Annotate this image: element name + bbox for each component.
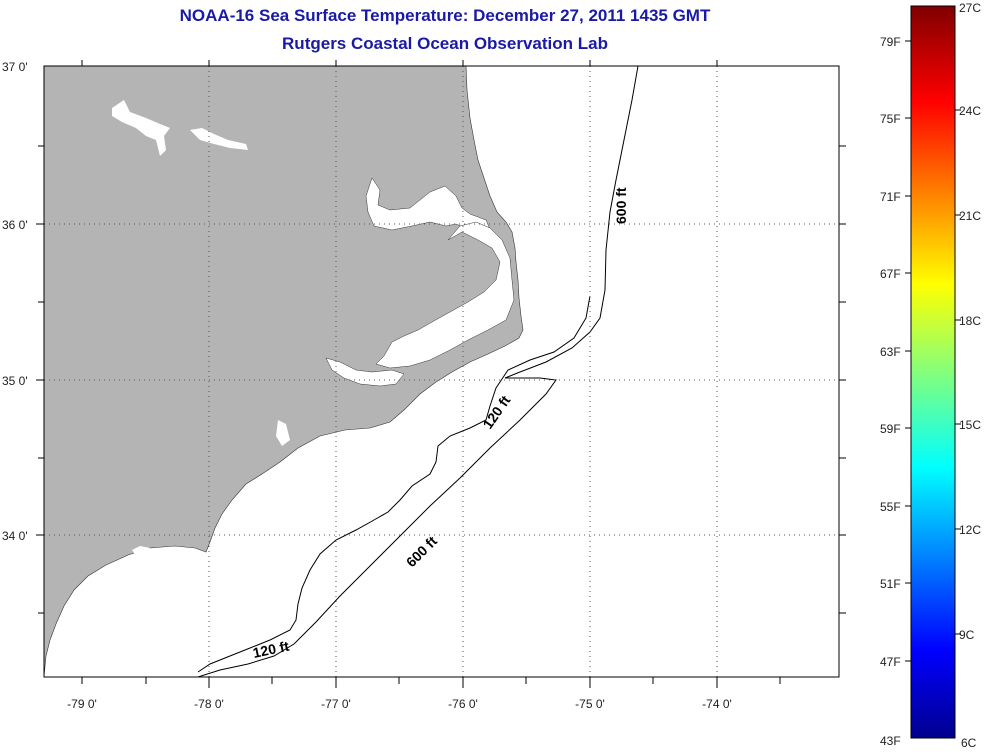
- colorbar-c-label: 27C: [959, 1, 981, 15]
- isobath-600ft: [197, 66, 639, 677]
- map-frame: [43, 65, 840, 678]
- colorbar-c-label: 12C: [959, 523, 981, 537]
- lon-label: -79 0': [67, 697, 97, 711]
- colorbar-c-label: 6C: [961, 736, 977, 750]
- colorbar-c-label: 18C: [959, 314, 981, 328]
- colorbar-f-label: 79F: [880, 35, 901, 49]
- lon-label: -77 0': [321, 697, 351, 711]
- pamlico-sound: [375, 221, 515, 369]
- colorbar-f-label: 43F: [880, 734, 901, 748]
- inland-lake-3: [276, 420, 290, 446]
- lon-label: -78 0': [194, 697, 224, 711]
- lon-label: -76 0': [448, 697, 478, 711]
- lake-waccamaw: [132, 546, 150, 556]
- lat-label: 34 0': [2, 529, 28, 543]
- colorbar-f-label: 59F: [880, 422, 901, 436]
- lat-label: 35 0': [2, 374, 28, 388]
- map-title: NOAA-16 Sea Surface Temperature: Decembe…: [179, 6, 711, 25]
- colorbar-f-label: 63F: [880, 345, 901, 359]
- neuse-river: [325, 357, 405, 387]
- lon-label: -74 0': [702, 697, 732, 711]
- colorbar-f-label: 67F: [880, 267, 901, 281]
- colorbar-c-label: 15C: [959, 418, 981, 432]
- colorbar-c-label: 9C: [959, 628, 975, 642]
- colorbar-f-label: 71F: [880, 190, 901, 204]
- map-grid: [44, 66, 839, 677]
- colorbar: [910, 5, 956, 739]
- colorbar-f-label: 55F: [880, 500, 901, 514]
- colorbar-c-label: 24C: [959, 104, 981, 118]
- contour-label-120ft-south: 120 ft: [251, 638, 290, 661]
- colorbar-f-label: 51F: [880, 577, 901, 591]
- colorbar-c-label: 21C: [959, 209, 981, 223]
- contour-label-600ft-north: 600 ft: [613, 187, 629, 224]
- lon-label: -75 0': [575, 697, 605, 711]
- map-ticks: [36, 60, 846, 688]
- isobath-120ft: [197, 295, 591, 673]
- lat-label: 37 0': [2, 60, 28, 74]
- inland-lake-1: [112, 100, 170, 156]
- colorbar-ticks: [905, 40, 961, 662]
- colorbar-f-label: 75F: [880, 112, 901, 126]
- lat-label: 36 0': [2, 218, 28, 232]
- inland-lake-2: [190, 128, 248, 150]
- colorbar-f-label: 47F: [880, 655, 901, 669]
- map-subtitle: Rutgers Coastal Ocean Observation Lab: [282, 34, 608, 53]
